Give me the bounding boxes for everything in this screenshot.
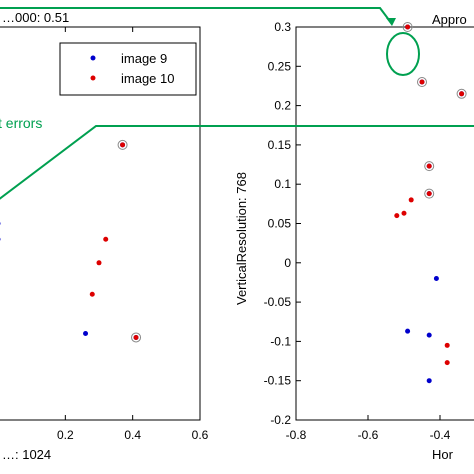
left-point-image-10 xyxy=(89,291,95,297)
right-x-tick-label: -0.4 xyxy=(430,428,451,442)
right-circled-marker xyxy=(417,77,427,88)
right-plot-title: Appro xyxy=(432,12,467,27)
right-point-image-10 xyxy=(405,24,411,30)
right-point-image-10 xyxy=(401,210,407,216)
right-x-axis-label: Hor xyxy=(432,447,454,462)
left-x-axis-label: …: 1024 xyxy=(2,447,51,462)
right-point-image-9 xyxy=(433,276,439,282)
right-y-tick-label: 0.25 xyxy=(268,59,292,73)
right-circled-marker xyxy=(402,22,413,32)
right-point-image-9 xyxy=(405,328,411,334)
right-y-tick-label: -0.1 xyxy=(270,334,291,348)
right-y-tick-label: -0.2 xyxy=(270,413,291,427)
right-point-image-10 xyxy=(444,342,450,348)
left-scatter-points xyxy=(0,139,142,343)
right-circled-marker xyxy=(456,88,467,99)
right-point-image-10 xyxy=(426,191,432,197)
left-plot-title: …000: 0.51 xyxy=(2,10,69,25)
left-x-axis: 0.2 0.4 0.6 xyxy=(57,27,209,442)
right-x-tick-label: -0.6 xyxy=(358,428,379,442)
left-point-image-9 xyxy=(0,237,1,241)
right-y-tick-label: 0.3 xyxy=(274,20,291,34)
left-x-tick-label: 0.6 xyxy=(192,428,209,442)
legend-label-image-10: image 10 xyxy=(121,71,174,86)
right-circled-marker xyxy=(424,188,435,199)
legend-marker-image-9 xyxy=(90,55,96,61)
right-scatter-points xyxy=(394,22,467,384)
left-plot-frame xyxy=(0,26,201,421)
right-y-tick-label: 0.15 xyxy=(268,138,292,152)
right-point-image-10 xyxy=(394,213,400,219)
right-point-image-10 xyxy=(419,79,425,85)
right-point-image-10 xyxy=(408,197,414,203)
right-y-axis-label: VerticalResolution: 768 xyxy=(234,172,249,305)
right-y-tick-label: -0.15 xyxy=(264,374,292,388)
left-x-tick-label: 0.2 xyxy=(57,428,74,442)
legend-label-image-9: image 9 xyxy=(121,51,167,66)
right-point-image-10 xyxy=(426,163,432,169)
right-point-image-10 xyxy=(444,360,450,366)
right-y-axis: 0.3 0.25 0.2 0.15 0.1 0.05 0 -0.05 -0.1 -0.15 -0.2… xyxy=(264,20,451,442)
left-point-image-9 xyxy=(0,222,1,225)
left-point-image-10 xyxy=(103,236,109,242)
left-x-tick-label: 0.4 xyxy=(124,428,141,442)
right-circled-marker xyxy=(424,161,435,172)
left-point-image-9 xyxy=(83,331,89,337)
legend-marker-image-10 xyxy=(90,75,96,81)
legend-box xyxy=(59,42,197,96)
legend: image 9 image 10 xyxy=(59,42,197,96)
right-y-tick-label: 0.1 xyxy=(274,177,291,191)
right-y-tick-label: 0.05 xyxy=(268,217,292,231)
right-y-tick-label: 0 xyxy=(284,256,291,270)
left-point-image-10 xyxy=(96,260,102,266)
right-point-image-10 xyxy=(459,91,465,97)
annotation-label: t errors xyxy=(0,115,42,131)
left-point-image-10 xyxy=(133,334,139,340)
left-point-image-10 xyxy=(120,142,126,148)
right-point-image-9 xyxy=(426,378,432,384)
annotation-arrowhead xyxy=(386,18,396,26)
annotation-error-line xyxy=(0,125,474,200)
right-x-tick-label: -0.8 xyxy=(286,428,307,442)
left-circled-marker xyxy=(131,332,142,343)
left-circled-marker xyxy=(117,139,128,150)
right-y-tick-label: 0.2 xyxy=(274,99,291,113)
annotation-circle xyxy=(386,32,420,76)
right-point-image-9 xyxy=(426,332,432,338)
right-y-tick-label: -0.05 xyxy=(264,295,292,309)
